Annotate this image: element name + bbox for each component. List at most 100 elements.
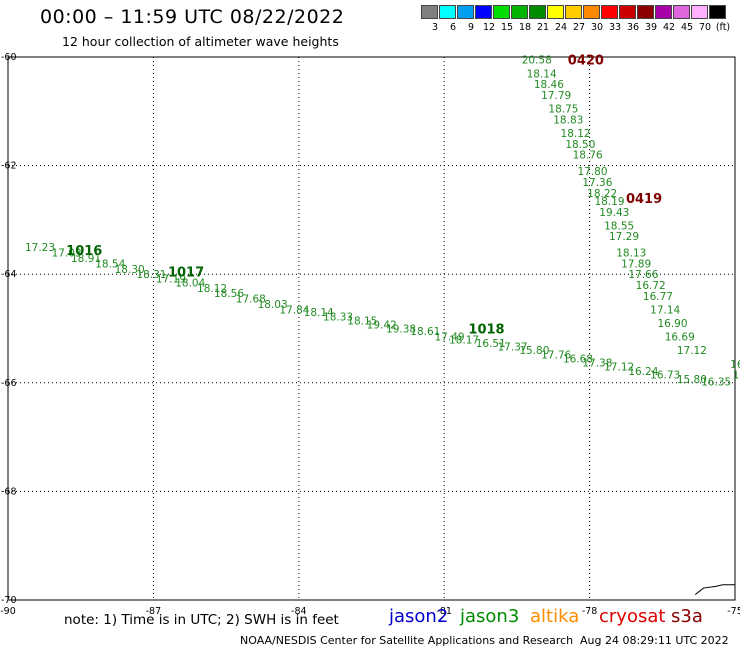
swh-value-label: 18.91 <box>71 253 101 265</box>
color-swatch <box>493 5 510 19</box>
color-swatch <box>511 5 528 19</box>
swh-value-label: 18.83 <box>553 114 583 126</box>
swh-value-label: 18.13 <box>616 247 646 259</box>
swh-value-label: 18.15 <box>347 315 377 327</box>
swh-value-label: 16.73 <box>650 370 680 382</box>
swh-value-label: 19.38 <box>386 324 416 336</box>
swh-value-label: 16.51 <box>476 338 506 350</box>
color-swatch <box>655 5 672 19</box>
swh-value-label: 17.76 <box>541 350 571 362</box>
color-scale-label: 3 <box>431 22 439 33</box>
swh-value-label: 18.14 <box>527 68 557 80</box>
swh-value-label: 18.55 <box>604 220 634 232</box>
pass-time-label: 1017 <box>168 265 204 280</box>
swh-value-label: 17.38 <box>582 358 612 370</box>
swh-value-label: 18.30 <box>115 264 145 276</box>
swh-value-label: 15.80 <box>677 374 707 386</box>
swh-value-label: 18.76 <box>573 150 603 162</box>
generated-timestamp: Aug 24 08:29:11 UTC 2022 <box>580 634 729 647</box>
swh-value-label: 17.23 <box>25 242 55 254</box>
swh-value-label: 18.12 <box>561 128 591 140</box>
swh-value-label: 18.50 <box>565 139 595 151</box>
satellite-label-s3a: s3a <box>671 606 703 627</box>
swh-value-label: 16.72 <box>636 280 666 292</box>
swh-value-label: 16.77 <box>643 291 673 303</box>
color-scale-label: 39 <box>644 22 658 33</box>
color-swatch <box>637 5 654 19</box>
satellite-label-jason3: jason3 <box>460 606 520 627</box>
color-swatch <box>457 5 474 19</box>
color-swatch <box>601 5 618 19</box>
swh-value-label: 17.12 <box>604 362 634 374</box>
swh-value-label: 17.12 <box>677 345 707 357</box>
color-swatch <box>691 5 708 19</box>
y-tick-label: -66 <box>1 378 17 389</box>
swh-value-label: 18.33 <box>323 312 353 324</box>
swh-value-label: 17.19 <box>156 274 186 286</box>
color-scale-label: 42 <box>662 22 676 33</box>
color-swatch <box>421 5 438 19</box>
swh-value-label: 17.49 <box>435 332 465 344</box>
swh-value-label: 17.36 <box>582 177 612 189</box>
x-tick-label: -87 <box>146 606 162 617</box>
swh-value-label: 18.12 <box>197 283 227 295</box>
coastline-line <box>694 584 735 595</box>
color-swatch <box>439 5 456 19</box>
color-swatch <box>619 5 636 19</box>
color-scale-label: 12 <box>482 22 496 33</box>
swh-value-label: 17.84 <box>279 304 309 316</box>
color-scale-label: 9 <box>467 22 475 33</box>
color-scale-label: 45 <box>680 22 694 33</box>
satellite-label-jason2: jason2 <box>389 606 449 627</box>
swh-value-label: 17.66 <box>628 269 658 281</box>
pass-time-label: 1016 <box>66 244 102 259</box>
color-swatch <box>709 5 726 19</box>
color-scale-label: (ft) <box>715 22 731 33</box>
swh-value-label: 16.35 <box>701 377 731 389</box>
swh-value-label: 18.31 <box>136 269 166 281</box>
x-tick-label: -75 <box>727 606 740 617</box>
swh-value-label: 16.68 <box>563 353 593 365</box>
page-subtitle: 12 hour collection of altimeter wave hei… <box>62 34 339 49</box>
swh-value-label: 18.75 <box>548 104 578 116</box>
satellite-label-altika: altika <box>530 606 580 627</box>
color-swatch <box>475 5 492 19</box>
swh-value-label: 18.56 <box>214 288 244 300</box>
y-tick-label: -64 <box>1 269 17 280</box>
swh-value-label: 18.03 <box>258 299 288 311</box>
color-scale-label: 21 <box>536 22 550 33</box>
swh-value-label: 18.14 <box>304 307 334 319</box>
swh-value-label: 18.22 <box>587 188 617 200</box>
swh-value-label: 17.79 <box>541 90 571 102</box>
color-scale-label: 6 <box>449 22 457 33</box>
x-tick-label: -81 <box>436 606 452 617</box>
swh-value-label: 19.42 <box>367 320 397 332</box>
swh-value-label: 18.04 <box>175 277 205 289</box>
swh-value-label: 16.90 <box>657 318 687 330</box>
credit-text: NOAA/NESDIS Center for Satellite Applica… <box>240 634 574 647</box>
color-scale-label: 30 <box>590 22 604 33</box>
swh-value-label: 15.80 <box>519 345 549 357</box>
x-tick-label: -84 <box>291 606 307 617</box>
color-swatch <box>529 5 546 19</box>
swh-value-label: 17.14 <box>650 304 680 316</box>
swh-value-label: 18.17 <box>449 334 479 346</box>
color-scale-label: 70 <box>698 22 712 33</box>
color-scale-label: 15 <box>500 22 514 33</box>
color-swatch <box>547 5 564 19</box>
x-tick-label: -78 <box>582 606 598 617</box>
swh-value-label: 17.03 <box>52 247 82 259</box>
color-scale-label: 33 <box>608 22 622 33</box>
swh-value-label: 16.69 <box>665 332 695 344</box>
color-scale-label: 27 <box>572 22 586 33</box>
swh-value-label: 16.24 <box>628 366 658 378</box>
satellite-label-cryosat: cryosat <box>599 606 666 627</box>
color-scale-label: 24 <box>554 22 568 33</box>
pass-time-label: 1018 <box>468 323 504 338</box>
swh-value-label: 18.54 <box>95 258 125 270</box>
page-title: 00:00 – 11:59 UTC 08/22/2022 <box>40 6 345 28</box>
y-tick-label: -68 <box>1 486 17 497</box>
swh-value-label: 18.19 <box>594 196 624 208</box>
